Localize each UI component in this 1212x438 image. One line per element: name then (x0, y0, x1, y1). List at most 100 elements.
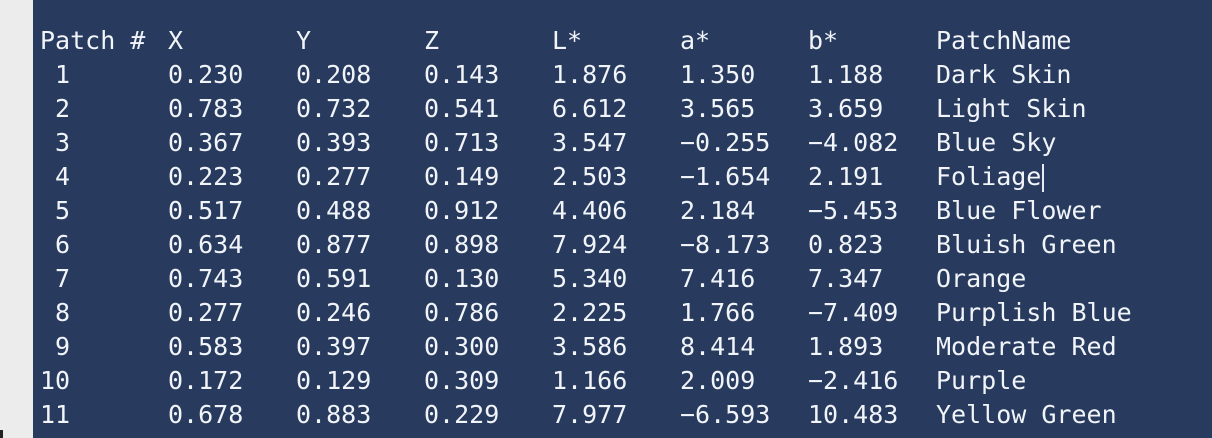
cell-patch-name: Purple (936, 364, 1196, 398)
cell-patch-name: Purplish Blue (936, 296, 1196, 330)
cell-text: −6.593 (680, 400, 771, 429)
cell-patch-number: 10 (40, 364, 168, 398)
cell-text: 0.229 (424, 400, 500, 429)
cell-text: 2 (55, 94, 71, 123)
cell-a-star: 1.766 (680, 296, 808, 330)
cell-text: 0.223 (168, 162, 244, 191)
cell-z: 0.912 (424, 194, 552, 228)
cell-l-star: 2.503 (552, 160, 680, 194)
cell-text: 2.184 (680, 196, 756, 225)
cell-patch-number: 6 (40, 228, 168, 262)
cell-text: 7 (55, 264, 71, 293)
cell-text: 0.591 (296, 264, 372, 293)
cell-z: 0.143 (424, 58, 552, 92)
cell-y: 0.129 (296, 364, 424, 398)
header-z: Z (424, 26, 440, 55)
cell-l-star: 4.406 (552, 194, 680, 228)
text-editor-panel[interactable]: Patch # X Y Z L* a* b* PatchName 1 0.230 0… (33, 0, 1212, 438)
cell-text: −8.173 (680, 230, 771, 259)
table-row: 4 0.223 0.277 0.149 2.503 −1.654 2.191 Foliage (40, 160, 1196, 194)
cell-text: 0.898 (424, 230, 500, 259)
header-patch-number: Patch # (40, 26, 146, 55)
cell-z: 0.713 (424, 126, 552, 160)
cell-text: 8.414 (680, 332, 756, 361)
editor-gutter (0, 0, 33, 438)
cell-y: 0.397 (296, 330, 424, 364)
cell-text: 4 (55, 162, 71, 191)
cell-patch-number: 8 (40, 296, 168, 330)
cell-text: 0.883 (296, 400, 372, 429)
cell-text: 3.547 (552, 128, 628, 157)
cell-y: 0.277 (296, 160, 424, 194)
cell-text: 0.517 (168, 196, 244, 225)
cell-y: 0.883 (296, 398, 424, 432)
cell-b-star: 2.191 (808, 160, 936, 194)
cell-b-star: 0.823 (808, 228, 936, 262)
cell-text: 0.583 (168, 332, 244, 361)
cell-text: 0.230 (168, 60, 244, 89)
cell-text: Moderate Red (936, 332, 1117, 361)
cell-x: 0.517 (168, 194, 296, 228)
cell-text: 7.347 (808, 264, 884, 293)
cell-patch-name: Orange (936, 262, 1196, 296)
cell-l-star: 6.612 (552, 92, 680, 126)
cell-text: −7.409 (808, 298, 899, 327)
cell-text: Foliage (936, 162, 1042, 191)
cell-text: Blue Sky (936, 128, 1057, 157)
cell-a-star: −6.593 (680, 398, 808, 432)
cell-x: 0.678 (168, 398, 296, 432)
cell-patch-number: 1 (40, 58, 168, 92)
cell-x: 0.277 (168, 296, 296, 330)
cell-a-star: −0.255 (680, 126, 808, 160)
cell-text: 0.300 (424, 332, 500, 361)
cell-patch-name: Blue Flower (936, 194, 1196, 228)
cell-text: 1.188 (808, 60, 884, 89)
cell-b-star: −4.082 (808, 126, 936, 160)
cell-z: 0.898 (424, 228, 552, 262)
cell-text: Bluish Green (936, 230, 1117, 259)
cell-text: Light Skin (936, 94, 1087, 123)
cell-b-star: 1.893 (808, 330, 936, 364)
cell-y: 0.732 (296, 92, 424, 126)
cell-patch-name: Blue Sky (936, 126, 1196, 160)
cell-text: 9 (55, 332, 71, 361)
cell-z: 0.786 (424, 296, 552, 330)
cell-text: 0.367 (168, 128, 244, 157)
cell-x: 0.634 (168, 228, 296, 262)
cell-b-star: 10.483 (808, 398, 936, 432)
cell-text: 0.912 (424, 196, 500, 225)
cell-text: −5.453 (808, 196, 899, 225)
header-a-star: a* (680, 26, 711, 55)
table-row: 1 0.230 0.208 0.143 1.876 1.350 1.188 Dark Skin (40, 58, 1196, 92)
cell-text: −4.082 (808, 128, 899, 157)
cell-text: 0.143 (424, 60, 500, 89)
cell-text: 0.783 (168, 94, 244, 123)
cell-text: 0.277 (168, 298, 244, 327)
cell-text: 0.743 (168, 264, 244, 293)
cell-text: Purple (936, 366, 1027, 395)
header-l-star: L* (552, 26, 583, 55)
cell-a-star: −8.173 (680, 228, 808, 262)
cell-text: −1.654 (680, 162, 771, 191)
table-row: 6 0.634 0.877 0.898 7.924 −8.173 0.823 Bluish G… (40, 228, 1196, 262)
cell-text: Dark Skin (936, 60, 1072, 89)
table-row: 2 0.783 0.732 0.541 6.612 3.565 3.659 Light Ski… (40, 92, 1196, 126)
cell-z: 0.149 (424, 160, 552, 194)
cell-a-star: −1.654 (680, 160, 808, 194)
cell-text: 0.488 (296, 196, 372, 225)
cell-text: −2.416 (808, 366, 899, 395)
cell-z: 0.541 (424, 92, 552, 126)
cell-text: 0.732 (296, 94, 372, 123)
color-patch-table: Patch # X Y Z L* a* b* PatchName 1 0.230 0… (40, 24, 1196, 432)
cell-z: 0.309 (424, 364, 552, 398)
cell-text: 11 (40, 400, 71, 429)
cell-text: 0.309 (424, 366, 500, 395)
cell-b-star: 7.347 (808, 262, 936, 296)
cell-text: 6.612 (552, 94, 628, 123)
cell-patch-number: 2 (40, 92, 168, 126)
cell-y: 0.246 (296, 296, 424, 330)
cell-l-star: 1.166 (552, 364, 680, 398)
cell-text: 3 (55, 128, 71, 157)
cell-text: 4.406 (552, 196, 628, 225)
cell-text: 7.977 (552, 400, 628, 429)
